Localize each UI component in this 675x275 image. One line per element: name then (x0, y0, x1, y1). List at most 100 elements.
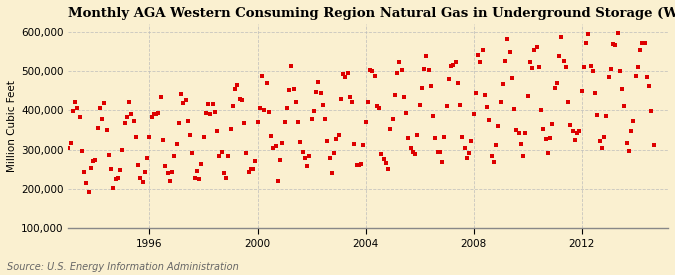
Point (113, 176, 124, 180)
Point (223, 154, 234, 158)
Point (464, 150, 475, 155)
Point (232, 83, 243, 87)
Point (246, 167, 256, 171)
Point (439, 135, 450, 139)
Point (342, 71, 353, 76)
Point (256, 74, 267, 78)
Point (364, 68, 375, 72)
Point (522, 94, 533, 98)
Point (403, 136, 414, 140)
Point (614, 68, 625, 73)
Point (491, 143, 502, 147)
Point (560, 65, 571, 69)
Point (338, 72, 348, 76)
Point (637, 41, 648, 45)
Point (140, 170, 151, 174)
Point (74, 114, 85, 119)
Point (489, 160, 500, 164)
Point (495, 100, 506, 104)
Point (513, 131, 524, 136)
Point (221, 175, 232, 180)
Point (558, 59, 569, 64)
Point (500, 59, 510, 64)
Text: Source: U.S. Energy Information Administration: Source: U.S. Energy Information Administ… (7, 262, 238, 272)
Point (180, 98, 191, 102)
Point (288, 87, 299, 91)
Point (335, 97, 346, 102)
Point (475, 60, 486, 64)
Point (450, 60, 461, 65)
Point (63, 145, 74, 150)
Point (423, 67, 434, 72)
Point (556, 35, 567, 39)
Point (230, 87, 240, 92)
Point (164, 179, 175, 183)
Point (572, 130, 583, 135)
Point (324, 156, 335, 161)
Point (502, 37, 513, 42)
Point (194, 177, 205, 181)
Point (452, 81, 463, 86)
Point (549, 86, 560, 90)
Point (509, 106, 520, 111)
Point (268, 145, 279, 150)
Point (317, 103, 328, 108)
Point (580, 41, 591, 45)
Point (414, 102, 425, 107)
Point (157, 138, 168, 142)
Point (437, 160, 448, 164)
Point (252, 120, 263, 125)
Point (310, 90, 321, 94)
Point (590, 91, 601, 95)
Point (106, 166, 117, 171)
Point (594, 139, 605, 143)
Point (392, 71, 402, 75)
Point (243, 170, 254, 174)
Point (178, 101, 188, 105)
Point (524, 60, 535, 64)
Point (441, 103, 452, 108)
Point (644, 84, 655, 89)
Point (605, 67, 616, 71)
Point (612, 31, 623, 35)
Point (626, 128, 637, 133)
Point (547, 122, 558, 127)
Point (236, 98, 247, 102)
Point (169, 154, 180, 159)
Point (209, 110, 220, 114)
Point (576, 89, 587, 94)
Point (603, 75, 614, 80)
Point (385, 126, 396, 131)
Point (295, 139, 306, 144)
Point (470, 91, 481, 95)
Point (367, 69, 378, 74)
Point (506, 75, 517, 80)
Point (205, 111, 216, 116)
Point (331, 137, 342, 141)
Point (639, 40, 650, 45)
Point (189, 176, 200, 181)
Point (374, 106, 385, 110)
Point (81, 181, 92, 185)
Point (315, 90, 326, 95)
Point (286, 64, 297, 68)
Point (126, 112, 137, 116)
Y-axis label: Million Cubic Feet: Million Cubic Feet (7, 80, 17, 172)
Point (308, 109, 319, 113)
Point (284, 87, 294, 92)
Point (624, 148, 634, 153)
Point (543, 151, 554, 155)
Point (383, 167, 394, 171)
Point (369, 74, 380, 78)
Point (418, 67, 429, 72)
Point (279, 120, 290, 124)
Point (148, 111, 159, 116)
Point (219, 171, 230, 175)
Point (83, 190, 94, 194)
Point (578, 64, 589, 69)
Point (401, 111, 412, 116)
Point (250, 159, 261, 163)
Point (511, 128, 522, 132)
Point (191, 169, 202, 174)
Point (151, 112, 161, 116)
